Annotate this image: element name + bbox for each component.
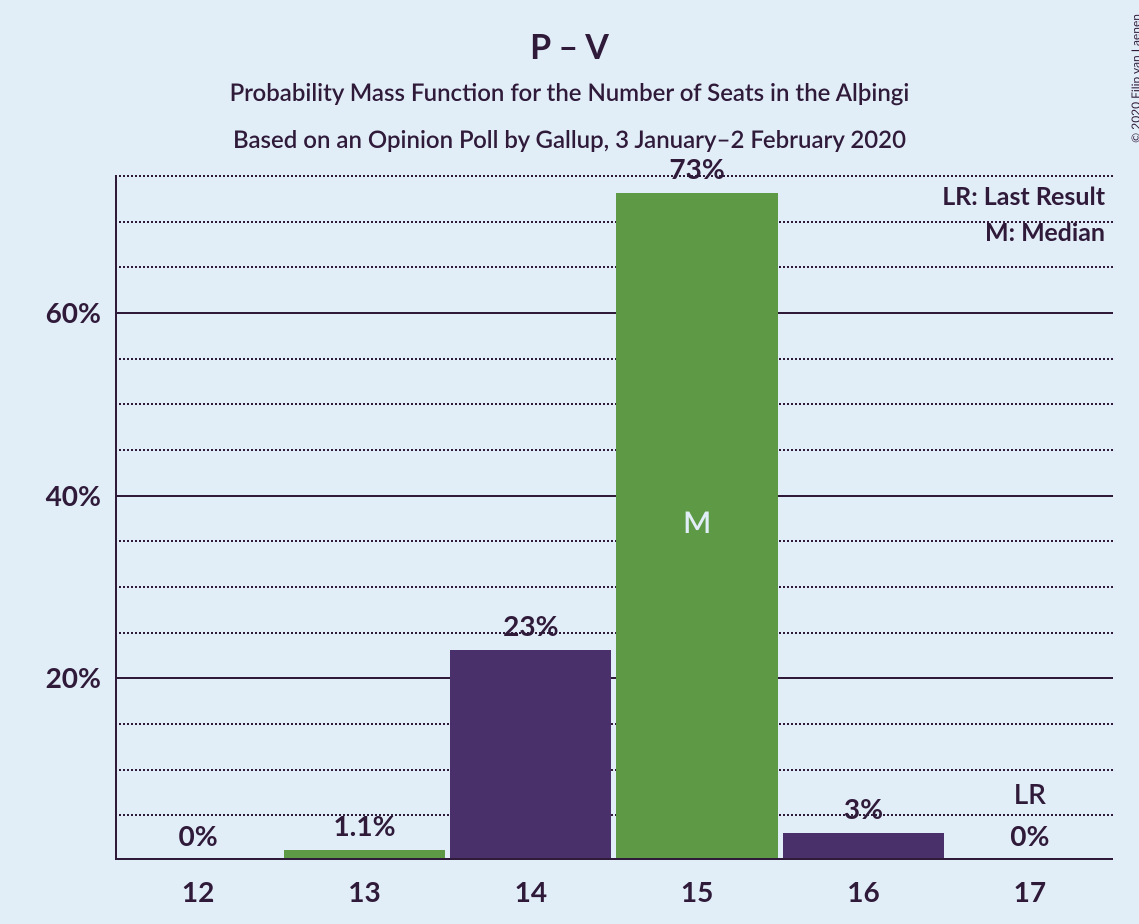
legend-line: M: Median [942, 217, 1105, 247]
chart-subtitle-1: Probability Mass Function for the Number… [0, 78, 1139, 107]
bar-value-label: 0% [179, 818, 218, 852]
x-tick-label: 13 [348, 860, 380, 908]
bar-annotation: M [683, 504, 711, 540]
chart-title: P – V [0, 26, 1139, 67]
chart-subtitle-2: Based on an Opinion Poll by Gallup, 3 Ja… [0, 125, 1139, 154]
bar: 23% [450, 650, 611, 860]
x-tick-label: 17 [1014, 860, 1046, 908]
plot-area: 20%40%60%1213141516170%1.1%23%73%M3%0%LR… [115, 175, 1113, 860]
bar-value-label: 23% [503, 608, 558, 642]
x-axis-line [115, 858, 1113, 860]
copyright-text: © 2020 Filip van Laenen [1128, 14, 1139, 143]
y-axis-line [115, 175, 117, 860]
bar-value-label: 73% [669, 151, 724, 185]
x-tick-label: 12 [182, 860, 214, 908]
y-tick-label: 40% [46, 478, 115, 512]
y-tick-label: 60% [46, 295, 115, 329]
x-tick-label: 16 [847, 860, 879, 908]
y-tick-label: 20% [46, 660, 115, 694]
legend: LR: Last Result M: Median [942, 181, 1105, 253]
legend-line: LR: Last Result [942, 181, 1105, 211]
x-tick-label: 15 [681, 860, 713, 908]
bar: 3% [783, 833, 944, 860]
bar-value-label: 3% [844, 791, 883, 825]
bars-layer: 0%1.1%23%73%M3%0%LR [115, 175, 1113, 860]
x-tick-label: 14 [515, 860, 547, 908]
bar-value-label: 0% [1010, 818, 1049, 852]
bar-value-label: 1.1% [333, 808, 395, 842]
bar-annotation-above: LR [1014, 776, 1046, 810]
chart-container: P – V Probability Mass Function for the … [0, 0, 1139, 924]
